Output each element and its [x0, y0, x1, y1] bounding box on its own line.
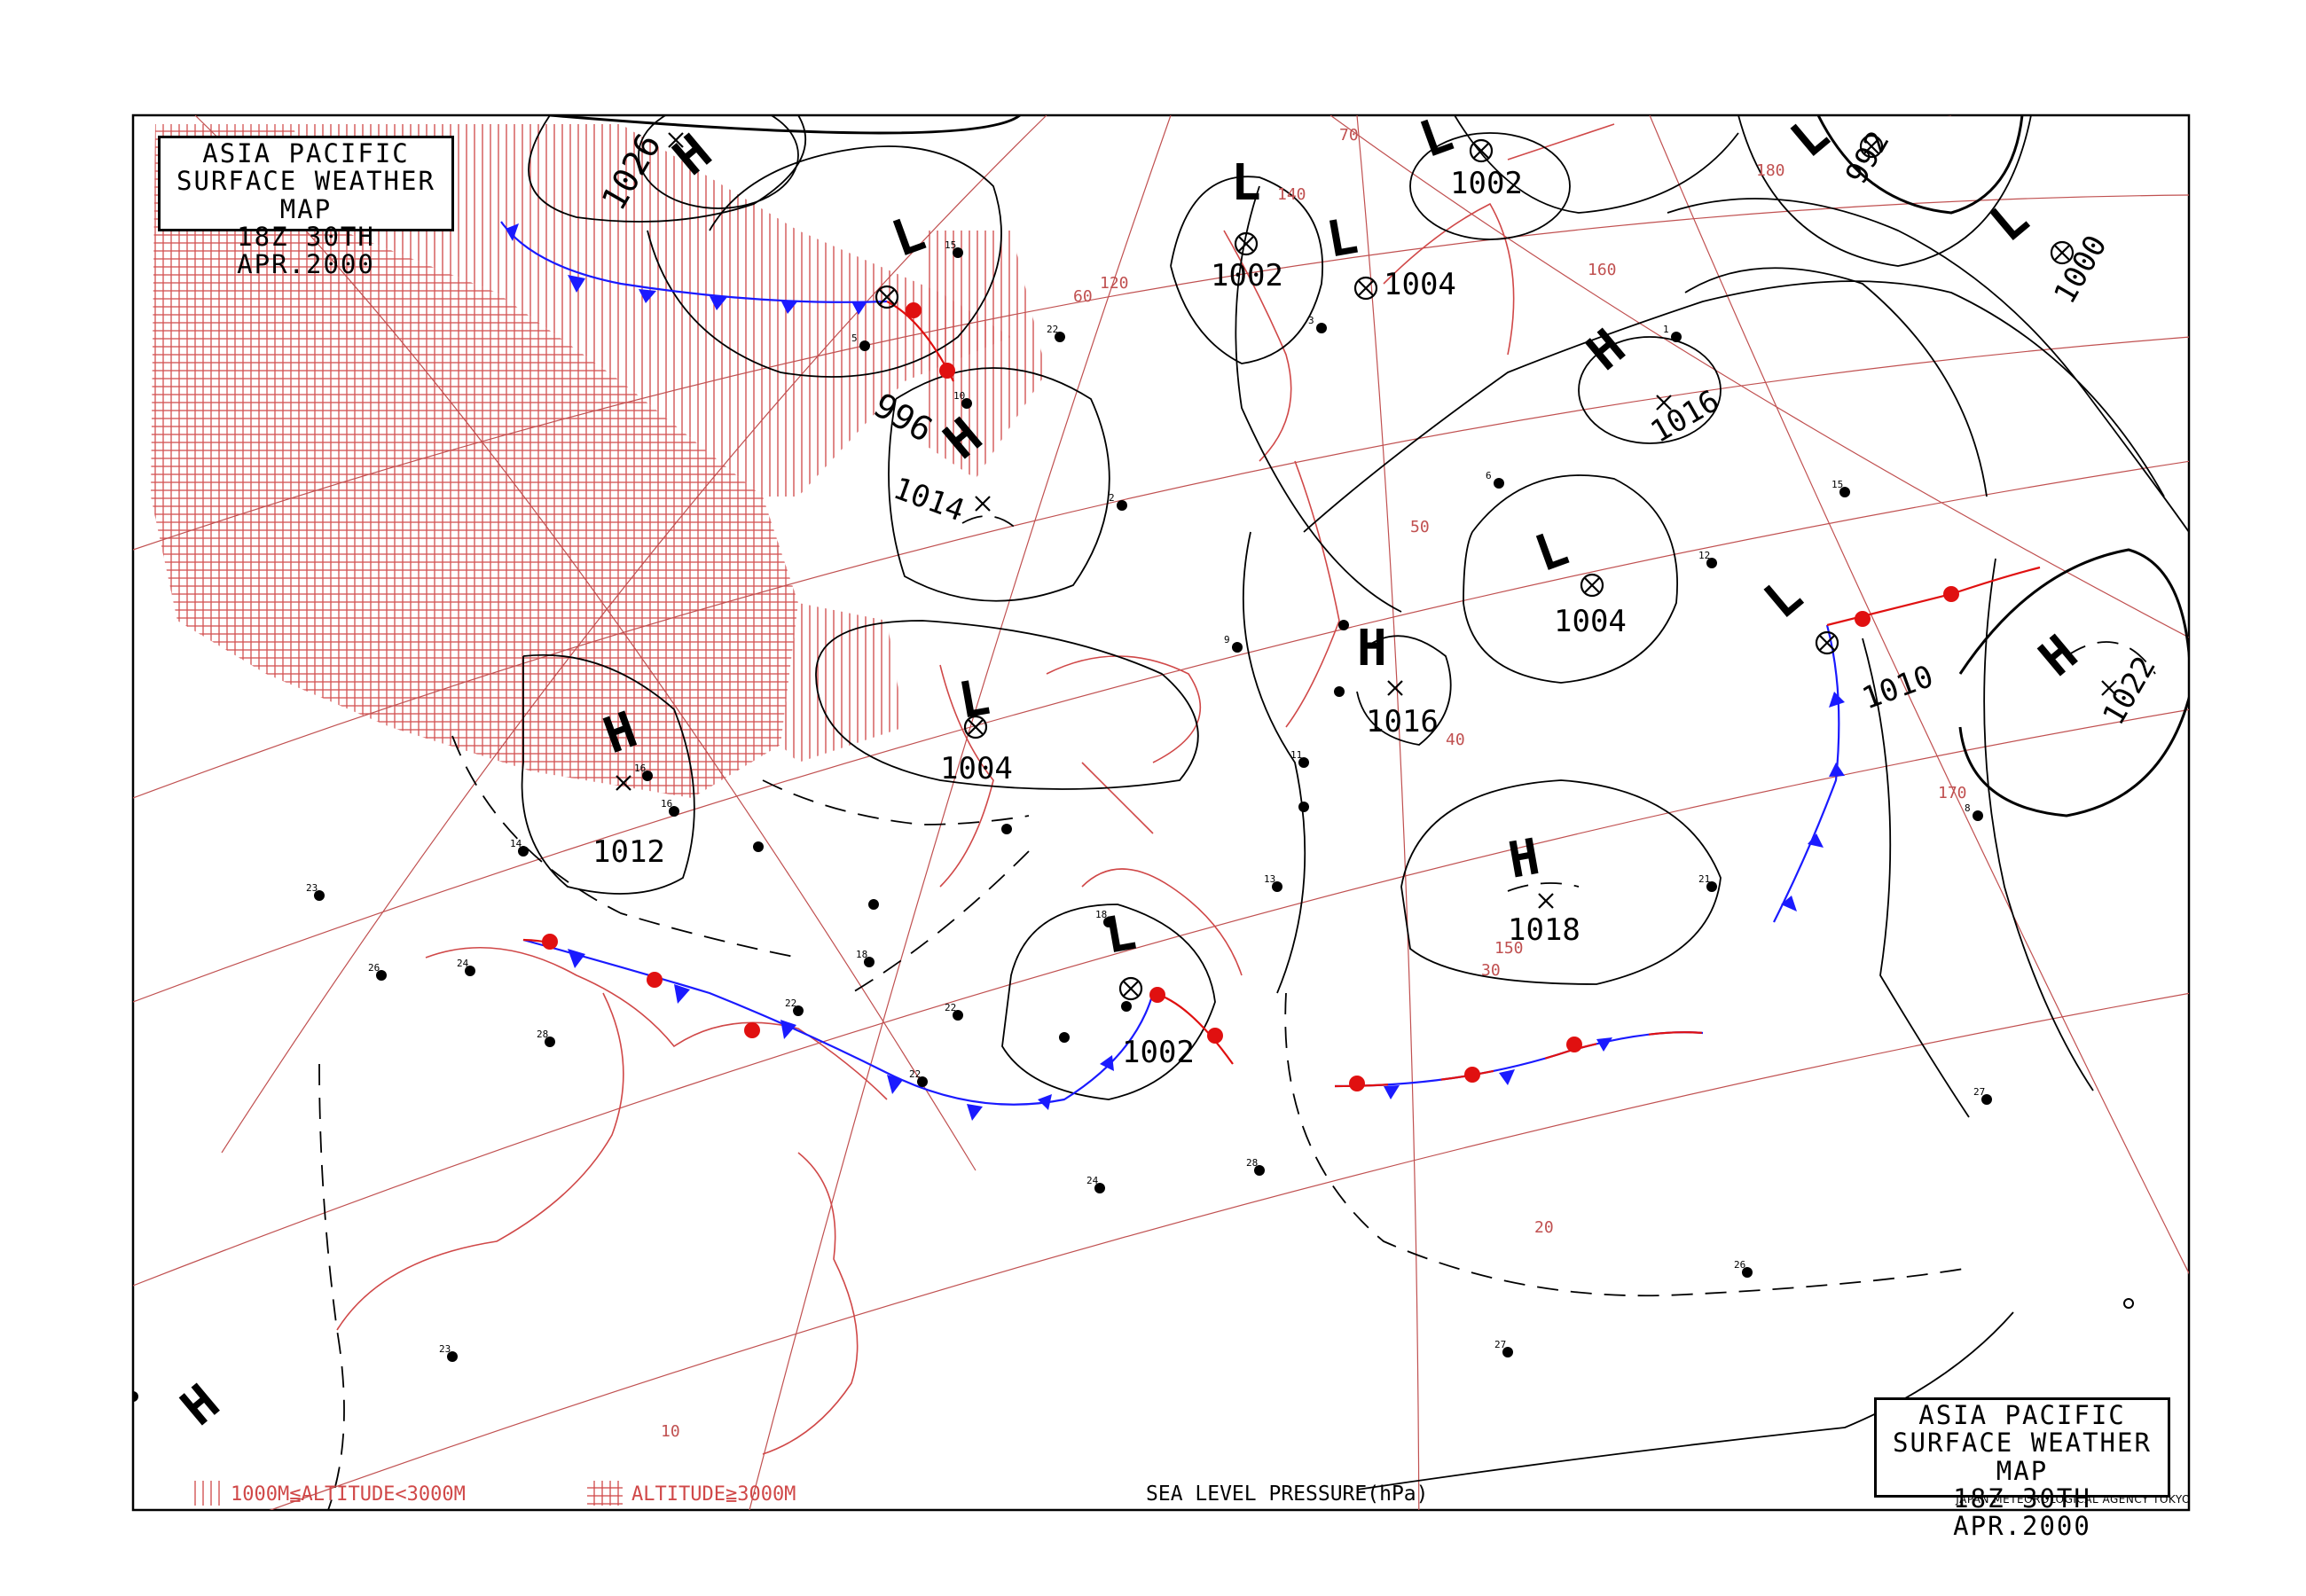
- svg-text:150: 150: [1494, 939, 1524, 958]
- svg-text:22: 22: [909, 1068, 921, 1080]
- svg-text:1: 1: [1663, 324, 1669, 335]
- svg-text:21: 21: [1698, 873, 1710, 885]
- svg-text:26: 26: [368, 962, 380, 974]
- svg-text:22: 22: [785, 998, 796, 1009]
- svg-text:120: 120: [1100, 274, 1129, 293]
- svg-text:3: 3: [1308, 315, 1314, 326]
- svg-text:27: 27: [1973, 1086, 1985, 1098]
- station-plots: [133, 247, 2134, 1402]
- svg-text:23: 23: [439, 1343, 451, 1355]
- graticule: [133, 115, 2189, 1510]
- svg-text:70: 70: [1339, 126, 1359, 145]
- high-label: H: [1357, 620, 1387, 677]
- svg-text:26: 26: [1734, 1259, 1745, 1271]
- svg-text:8: 8: [1965, 802, 1971, 814]
- warm-front-south: [522, 934, 1234, 1065]
- cold-front-north: [500, 221, 888, 315]
- svg-text:10: 10: [953, 390, 965, 402]
- pressure-value: 1012: [592, 834, 665, 870]
- pressure-value: 1002: [1450, 166, 1523, 201]
- pressure-value: 1002: [1211, 258, 1283, 293]
- station-numbers: 15 5 22 10 2 9 3 6 12 1 15 8 22 18 11 13 21 26 27…: [306, 239, 1985, 1355]
- svg-text:18: 18: [856, 949, 867, 960]
- sea-level-pressure-label: SEA LEVEL PRESSURE(hPa): [1146, 1483, 1429, 1506]
- pressure-value: 1004: [1554, 604, 1627, 639]
- title-line-3: 18Z 30TH APR.2000: [237, 221, 375, 280]
- svg-text:40: 40: [1446, 731, 1465, 749]
- svg-text:6: 6: [1486, 470, 1492, 481]
- title-line-1: ASIA PACIFIC: [1918, 1400, 2126, 1430]
- svg-text:5: 5: [851, 332, 858, 344]
- svg-text:180: 180: [1756, 161, 1785, 180]
- pressure-center-markers: [616, 132, 2117, 1001]
- graticule-labels: 70 60 50 40 30 20 10 120 140 160 180 170…: [661, 126, 1967, 1441]
- svg-text:140: 140: [1277, 185, 1306, 204]
- svg-text:2: 2: [1109, 492, 1115, 504]
- coastlines: [336, 123, 1615, 1455]
- svg-text:28: 28: [1246, 1157, 1258, 1169]
- low-label: L: [1231, 154, 1261, 212]
- svg-text:28: 28: [537, 1029, 548, 1040]
- title-line-2: SURFACE WEATHER MAP: [176, 166, 435, 224]
- svg-text:170: 170: [1938, 784, 1967, 802]
- isobars: [521, 115, 2189, 1490]
- map-title-box-top: ASIA PACIFIC SURFACE WEATHER MAP 18Z 30T…: [158, 136, 454, 278]
- high-altitude-label: ALTITUDE≧3000M: [631, 1483, 796, 1506]
- svg-text:18: 18: [1095, 909, 1107, 920]
- svg-text:27: 27: [1494, 1339, 1506, 1350]
- svg-text:60: 60: [1073, 287, 1093, 306]
- title-line-3: 18Z 30TH APR.2000: [1953, 1483, 2091, 1542]
- svg-text:15: 15: [1831, 479, 1843, 490]
- pressure-value: 1004: [1384, 267, 1456, 302]
- svg-text:23: 23: [306, 882, 318, 894]
- svg-text:50: 50: [1410, 518, 1430, 536]
- svg-text:160: 160: [1588, 261, 1617, 279]
- agency-credit: JAPAN METEOROLOGICAL AGENCY TOKYO: [1956, 1493, 2191, 1506]
- svg-text:12: 12: [1698, 550, 1710, 561]
- warm-front-east: [1826, 566, 2041, 627]
- pressure-value: 1018: [1508, 912, 1580, 948]
- pressure-value: 1004: [940, 751, 1013, 786]
- terrain-shading: [151, 124, 1047, 798]
- svg-text:24: 24: [457, 958, 469, 969]
- title-line-2: SURFACE WEATHER MAP: [1893, 1428, 2152, 1486]
- svg-text:14: 14: [510, 838, 522, 849]
- svg-text:15: 15: [945, 239, 956, 251]
- svg-text:30: 30: [1481, 961, 1501, 980]
- warm-front-north: [886, 301, 955, 382]
- svg-text:20: 20: [1534, 1218, 1554, 1237]
- map-title-box-bottom: ASIA PACIFIC SURFACE WEATHER MAP 18Z 30T…: [1874, 1397, 2170, 1540]
- dashed-isobars: [318, 515, 2156, 1510]
- pressure-value: 1002: [1122, 1035, 1195, 1070]
- svg-text:16: 16: [634, 763, 646, 774]
- svg-text:11: 11: [1290, 749, 1302, 761]
- title-line-1: ASIA PACIFIC: [202, 138, 410, 168]
- svg-text:9: 9: [1224, 634, 1230, 645]
- pressure-value: 1016: [1366, 704, 1439, 739]
- svg-text:13: 13: [1264, 873, 1275, 885]
- mid-altitude-label: 1000M≦ALTITUDE<3000M: [231, 1483, 466, 1506]
- svg-text:22: 22: [945, 1002, 956, 1013]
- svg-text:16: 16: [661, 798, 672, 810]
- svg-text:24: 24: [1086, 1175, 1099, 1186]
- altitude-legend: 1000M≦ALTITUDE<3000M ALTITUDE≧3000M SEA …: [188, 1481, 1429, 1506]
- svg-text:22: 22: [1047, 324, 1058, 335]
- cold-front-east: [1773, 624, 1845, 923]
- svg-text:10: 10: [661, 1422, 680, 1441]
- stationary-front-east: [1334, 1031, 1704, 1099]
